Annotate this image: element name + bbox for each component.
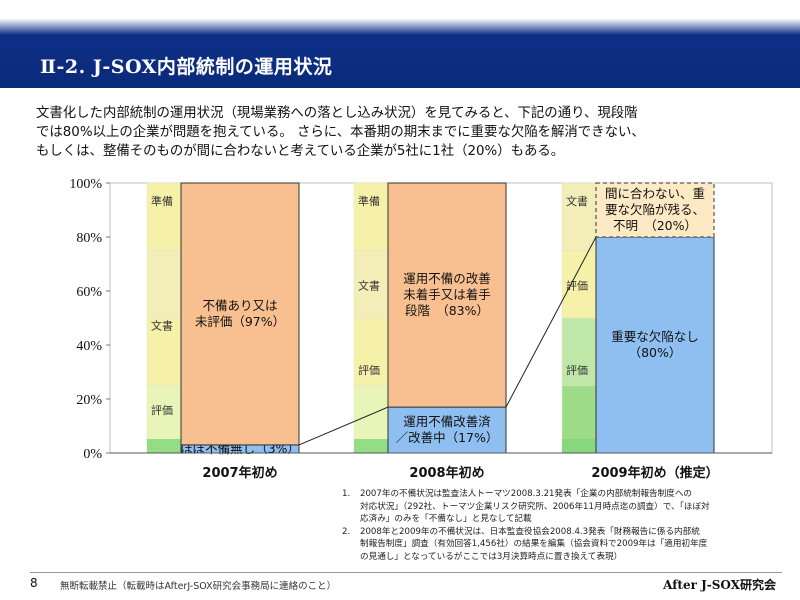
- bar-segment-label: 運用不備の改善: [403, 271, 491, 286]
- bar-segment-label: 未評価（97%）: [195, 314, 285, 329]
- x-category-label: 2009年初め（推定）: [591, 465, 718, 481]
- context-strip-band: [146, 250, 182, 319]
- y-tick-label: 80%: [76, 231, 102, 246]
- bar-segment: [595, 236, 715, 454]
- context-strip-label: 評価: [566, 278, 588, 292]
- bar-segment-label: 間に合わない、重: [605, 186, 705, 201]
- bar-segment-label: 不明 （20%）: [613, 218, 697, 233]
- intro-line-2: では80%以上の企業が問題を抱えている。 さらに、本番期の期末までに重要な欠陥を…: [36, 125, 645, 140]
- note-line: 対応状況」（292社、トーマツ企業リスク研究所、2006年11月時点迄の調査）で…: [360, 501, 710, 512]
- bar-segment-label: 不備あり又は: [202, 298, 277, 313]
- source-note-1: 1. 2007年の不備状況は監査法人トーマツ2008.3.21発表「企業の内部統…: [342, 488, 782, 526]
- bar-segment-label: 未着手又は着手: [403, 287, 491, 302]
- context-strip-label: 準備: [358, 194, 380, 208]
- bar-segment: [180, 182, 300, 446]
- connector-line: [298, 406, 389, 446]
- slide-title: Ⅱ-2. J-SOX内部統制の運用状況: [40, 56, 333, 78]
- note-line: 制報告制度」調査（有効回答1,456社）の結果を編集（協会資料で2009年は「適…: [360, 539, 708, 550]
- bar-segment-label: 要な欠陥が残る、: [605, 202, 705, 217]
- bar-segment-label: 段階 （83%）: [405, 303, 489, 318]
- bar-segment: [595, 182, 715, 238]
- source-note-2: 2. 2008年と2009年の不備状況は、日本監査役協会2008.4.3発表「財…: [342, 526, 782, 564]
- intro-line-1: 文書化した内部統制の運用状況（現場業務への落とし込み状況）を見てみると、下記の通…: [36, 106, 638, 121]
- organization-name: After J-SOX研究会: [663, 578, 776, 592]
- header-divider: [0, 88, 800, 92]
- copyright-notice: 無断転載禁止（転載時はAfterJ-SOX研究会事務局に連絡のこと）: [60, 581, 337, 592]
- context-strip-label: 文書: [566, 194, 588, 208]
- bar-segment: [387, 182, 507, 408]
- note-number: 1.: [342, 489, 351, 499]
- context-strip-band: [561, 182, 597, 251]
- note-line: 2007年の不備状況は監査法人トーマツ2008.3.21発表「企業の内部統制報告…: [360, 489, 693, 499]
- note-line: の見通し」となっているがここでは3月決算時点に置き換えて表現）: [360, 551, 623, 562]
- page-number: 8: [30, 576, 38, 590]
- context-strip-base: [562, 439, 596, 453]
- context-strip-band: [146, 182, 182, 251]
- source-notes: 1. 2007年の不備状況は監査法人トーマツ2008.3.21発表「企業の内部統…: [342, 488, 782, 564]
- context-strip-band: [353, 182, 389, 251]
- intro-text: 文書化した内部統制の運用状況（現場業務への落とし込み状況）を見てみると、下記の通…: [36, 104, 786, 161]
- note-number: 2.: [342, 526, 351, 537]
- context-strip-band: [561, 250, 597, 319]
- bar-segment-label: 運用不備改善済: [403, 414, 491, 429]
- x-category-label: 2008年初め: [409, 465, 484, 481]
- footer-divider: [30, 572, 782, 573]
- header-banner: [0, 0, 800, 92]
- y-tick-label: 60%: [76, 285, 102, 300]
- context-strip-band: [353, 317, 389, 386]
- context-strip-label: 文書: [358, 278, 380, 292]
- bar-segment-label: （80%）: [629, 345, 682, 360]
- bar-segment-label: ／改善中（17%）: [396, 430, 499, 445]
- context-strip-band: [353, 250, 389, 319]
- intro-line-3: もしくは、整備そのものが間に合わないと考えている企業が5社に1社（20%）もある…: [36, 144, 565, 159]
- x-category-label: 2007年初め: [202, 465, 277, 481]
- context-strip-label: 評価: [358, 363, 380, 377]
- context-strip-base: [354, 439, 388, 453]
- bar-segment-label: 重要な欠陥なし: [611, 329, 699, 344]
- context-strip-label: 準備: [151, 194, 173, 208]
- context-strip-label: 評価: [566, 363, 588, 377]
- chart-svg: 0%20%40%60%80%100%準備文書評価ほぼ不備無し（3%）不備あり又は…: [69, 177, 773, 481]
- context-strip-band: [561, 317, 597, 386]
- context-strip-label: 評価: [151, 403, 173, 417]
- connector-line: [505, 236, 597, 408]
- note-line: 応済み」のみを「不備なし」と見なして記載: [360, 514, 532, 525]
- y-tick-label: 40%: [76, 339, 102, 354]
- note-line: 2008年と2009年の不備状況は、日本監査役協会2008.4.3発表「財務報告…: [360, 526, 700, 537]
- context-strip-base: [147, 439, 181, 453]
- y-tick-label: 100%: [69, 177, 102, 192]
- y-tick-label: 20%: [76, 393, 102, 408]
- stacked-bar-chart: 0% 20% 40% 60% 80% 100% 準備 文書 評価 ほぼ不備無し（3%） 不備あり又は…: [0, 175, 800, 485]
- y-tick-label: 0%: [83, 447, 102, 462]
- context-strip-label: 文書: [151, 318, 173, 332]
